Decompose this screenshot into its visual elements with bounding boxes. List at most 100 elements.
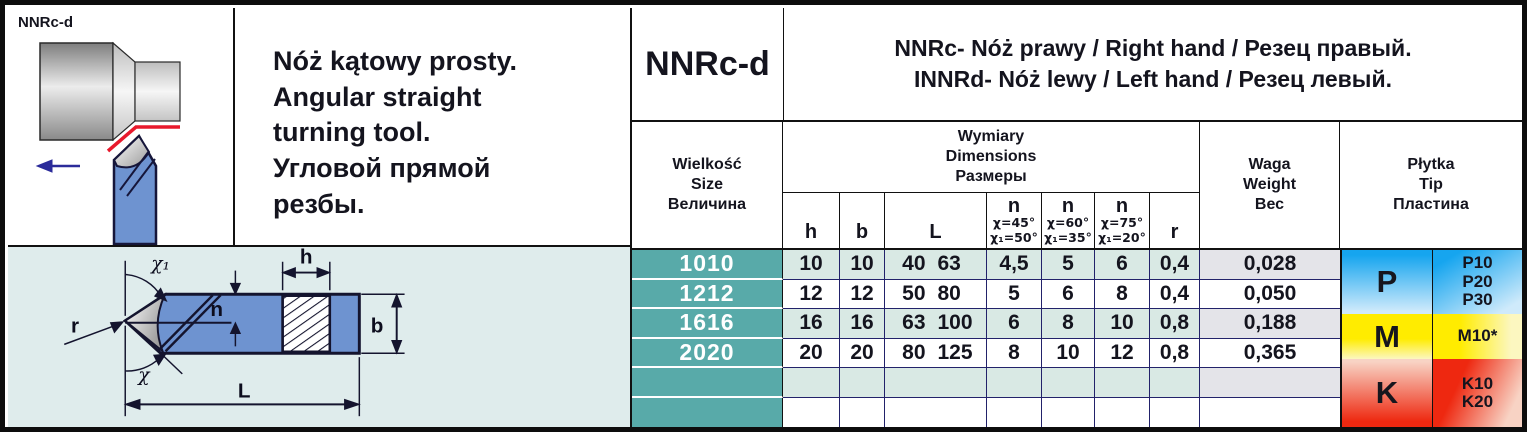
n75-cell: 8: [1095, 279, 1150, 309]
n45-cell: [987, 368, 1042, 398]
size-cell: 1010: [632, 250, 783, 280]
table-row: [632, 397, 1340, 427]
n60-cell: 8: [1042, 309, 1095, 339]
svg-text:χ: χ: [136, 365, 151, 386]
r-cell: [1150, 368, 1200, 398]
description-panel: Nóż kątowy prosty. Angular straight turn…: [233, 8, 630, 245]
weight-cell: [1200, 397, 1340, 427]
product-code-cell: NNRc-d: [630, 8, 783, 120]
n45-cell: 5: [987, 279, 1042, 309]
r-cell: 0,4: [1150, 279, 1200, 309]
size-cell: [632, 397, 783, 427]
L-cell: [885, 397, 987, 427]
table-row: 2020 20 20 80 125 8 10 12 0,8 0,365: [632, 338, 1340, 368]
size-cell: 2020: [632, 338, 783, 368]
L-cell: 50 80: [885, 279, 987, 309]
svg-text:r: r: [71, 315, 79, 338]
h-cell: 10: [783, 250, 840, 280]
n75-cell: [1095, 368, 1150, 398]
svg-text:b: b: [371, 315, 384, 338]
column-header-L: L: [885, 193, 987, 248]
svg-text:χ₁: χ₁: [149, 254, 170, 275]
technical-drawing-panel: h b L n r χ₁ χ: [8, 245, 630, 427]
column-header-n45: n χ=45° χ₁=50°: [987, 193, 1042, 248]
table-row: 1212 12 12 50 80 5 6 8 0,4 0,050: [632, 279, 1340, 309]
cutting-edge-highlight: [106, 125, 180, 153]
tool-code-label: NNRc-d: [18, 14, 73, 31]
L-cell: 63 100: [885, 309, 987, 339]
n60-cell: 5: [1042, 250, 1095, 280]
tool-bit-shape: [112, 133, 158, 245]
column-header-n60: n χ=60° χ₁=35°: [1042, 193, 1095, 248]
weight-cell: [1200, 368, 1340, 398]
b-cell: [840, 397, 885, 427]
grade-letter: M: [1342, 314, 1432, 359]
tip-grade-column: P P10 P20 P30 M M10* K K10 K20: [1340, 250, 1522, 427]
column-header-h: h: [783, 193, 840, 248]
n45-cell: 4,5: [987, 250, 1042, 280]
table-row: 1010 10 10 40 63 4,5 5 6 0,4 0,028: [632, 250, 1340, 280]
r-cell: [1150, 397, 1200, 427]
n60-cell: 6: [1042, 279, 1095, 309]
size-column-header: Wielkość Size Величина: [632, 122, 783, 248]
svg-text:L: L: [238, 379, 251, 402]
size-cell: 1212: [632, 279, 783, 309]
left-hand-line: INNRd- Nóż lewy / Left hand / Резец левы…: [914, 66, 1392, 92]
b-cell: 20: [840, 338, 885, 368]
h-cell: 16: [783, 309, 840, 339]
h-cell: 12: [783, 279, 840, 309]
grade-letter: K: [1342, 359, 1432, 427]
h-cell: 20: [783, 338, 840, 368]
n75-cell: 12: [1095, 338, 1150, 368]
description-line: Angular straight: [273, 81, 482, 112]
table-body: 1010 10 10 40 63 4,5 5 6 0,4 0,028 1212 …: [630, 250, 1340, 427]
grade-values: P10 P20 P30: [1432, 250, 1522, 314]
weight-cell: 0,028: [1200, 250, 1340, 280]
weight-column-header: Waga Weight Вес: [1200, 122, 1340, 248]
weight-cell: 0,050: [1200, 279, 1340, 309]
n45-cell: 8: [987, 338, 1042, 368]
right-hand-line: NNRc- Nóż prawy / Right hand / Резец пра…: [894, 35, 1412, 62]
L-cell: [885, 368, 987, 398]
r-cell: 0,4: [1150, 250, 1200, 280]
tip-column-header: Płytka Tip Пластина: [1393, 156, 1469, 213]
n75-cell: [1095, 397, 1150, 427]
hand-designation-cell: NNRc- Nóż prawy / Right hand / Резец пра…: [783, 8, 1522, 120]
grade-band-m: M M10*: [1342, 314, 1522, 359]
r-cell: 0,8: [1150, 309, 1200, 339]
n60-cell: 10: [1042, 338, 1095, 368]
dimension-diagram: h b L n r χ₁ χ: [63, 246, 405, 417]
description-line: turning tool.: [273, 117, 431, 148]
b-cell: 12: [840, 279, 885, 309]
weight-cell: 0,365: [1200, 338, 1340, 368]
n60-cell: [1042, 397, 1095, 427]
table-row: [632, 368, 1340, 398]
grade-values: M10*: [1432, 314, 1522, 359]
column-header-n75: n χ=75° χ₁=20°: [1095, 193, 1150, 248]
dimensions-group-header: Wymiary Dimensions Размеры: [783, 122, 1200, 193]
h-cell: [783, 397, 840, 427]
n75-cell: 6: [1095, 250, 1150, 280]
grade-values: K10 K20: [1432, 359, 1522, 427]
b-cell: [840, 368, 885, 398]
r-cell: 0,8: [1150, 338, 1200, 368]
grade-letter: P: [1342, 250, 1432, 314]
tool-photo-drawing: [35, 41, 181, 245]
column-header-b: b: [840, 193, 885, 248]
n60-cell: [1042, 368, 1095, 398]
description-line: Nóż kątowy prosty.: [273, 46, 518, 76]
n45-cell: [987, 397, 1042, 427]
b-cell: 10: [840, 250, 885, 280]
L-cell: 80 125: [885, 338, 987, 368]
L-cell: 40 63: [885, 250, 987, 280]
size-cell: [632, 368, 783, 398]
grade-band-p: P P10 P20 P30: [1342, 250, 1522, 314]
grade-band-k: K K10 K20: [1342, 359, 1522, 427]
n75-cell: 10: [1095, 309, 1150, 339]
table-row: 1616 16 16 63 100 6 8 10 0,8 0,188: [632, 309, 1340, 339]
feed-direction-arrow-icon: [35, 159, 80, 173]
svg-text:h: h: [300, 247, 313, 269]
svg-text:n: n: [210, 298, 223, 321]
weight-cell: 0,188: [1200, 309, 1340, 339]
